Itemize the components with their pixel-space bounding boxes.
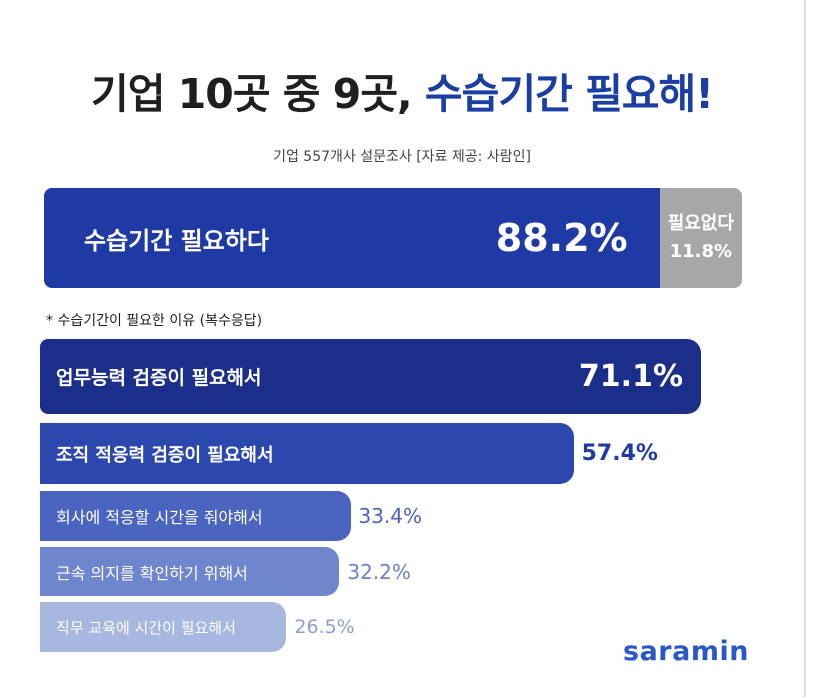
reason-bar: 업무능력 검증이 필요해서 71.1% [40,339,701,414]
reason-bar: 회사에 적응할 시간을 줘야해서 33.4% [40,491,422,541]
reason-bar: 조직 적응력 검증이 필요해서 57.4% [40,423,658,484]
need-label: 수습기간 필요하다 [84,226,269,255]
reasons-note: * 수습기간이 필요한 이유 (복수응답) [46,313,263,329]
title-part-1: 기업 10곳 중 9곳, [91,70,413,118]
need-value: 88.2% [495,216,628,260]
no-need-value: 11.8% [669,241,733,262]
need-stacked-bar: 수습기간 필요하다 88.2% 필요없다 11.8% [44,188,742,288]
reason-label: 직무 교육에 시간이 필요해서 [56,618,236,637]
frame-edge [804,0,806,697]
reason-value: 32.2% [347,559,411,584]
reason-value: 26.5% [294,616,355,638]
reason-label: 업무능력 검증이 필요해서 [56,367,262,389]
page-title: 기업 10곳 중 9곳, 수습기간 필요해! [0,60,804,120]
reason-value: 71.1% [578,359,683,394]
reason-bar: 직무 교육에 시간이 필요해서 26.5% [40,602,355,652]
reason-label: 조직 적응력 검증이 필요해서 [56,444,274,466]
no-need-label: 필요없다 [667,213,734,234]
reason-label: 근속 의지를 확인하기 위해서 [56,563,248,583]
need-segment: 수습기간 필요하다 88.2% [44,188,660,288]
reason-label: 회사에 적응할 시간을 줘야해서 [56,508,263,527]
saramin-logo: saramin [623,636,749,667]
reason-value: 33.4% [358,504,423,528]
subtitle: 기업 557개사 설문조사 [자료 제공: 사람인] [273,149,531,165]
title-part-2: 수습기간 필요해! [424,70,714,118]
reason-bar: 근속 의지를 확인하기 위해서 32.2% [40,547,411,596]
reason-value: 57.4% [581,441,658,466]
no-need-segment: 필요없다 11.8% [659,188,742,288]
